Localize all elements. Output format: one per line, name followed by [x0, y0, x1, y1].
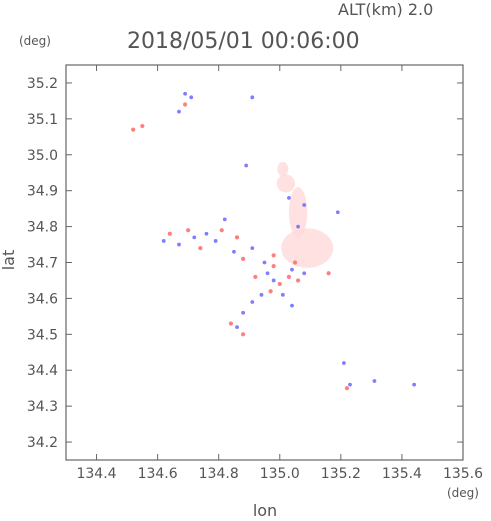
- data-point: [326, 271, 331, 276]
- data-point: [280, 292, 285, 297]
- weak-echo-region: [276, 174, 296, 193]
- data-point: [287, 195, 291, 200]
- data-point: [262, 260, 267, 265]
- data-point: [228, 321, 234, 326]
- data-point: [271, 253, 276, 258]
- data-point: [302, 271, 307, 276]
- data-point: [250, 300, 255, 304]
- data-point: [167, 231, 172, 236]
- x-tick-label: 134.6: [138, 466, 178, 482]
- y-tick-label: 34.6: [27, 291, 58, 307]
- data-point: [296, 224, 300, 229]
- data-point: [290, 303, 294, 308]
- data-point: [268, 289, 273, 294]
- x-axis-unit: (deg): [447, 486, 479, 500]
- x-tick-label: 135.6: [443, 466, 483, 482]
- data-point: [342, 361, 346, 365]
- weak-echo-region: [288, 187, 308, 238]
- data-point: [335, 210, 340, 215]
- y-tick-label: 34.4: [27, 363, 58, 379]
- data-point: [244, 163, 249, 168]
- weak-echo-region: [281, 228, 334, 268]
- data-point: [241, 256, 246, 262]
- x-tick-label: 134.8: [199, 466, 239, 482]
- data-point: [271, 278, 276, 283]
- data-point: [161, 239, 166, 243]
- data-point: [277, 281, 282, 287]
- data-point: [177, 109, 181, 114]
- data-point: [222, 217, 227, 222]
- data-point: [204, 231, 209, 236]
- y-tick-label: 34.8: [27, 220, 58, 236]
- y-tick-label: 34.7: [27, 256, 58, 272]
- data-point: [250, 95, 255, 100]
- y-tick-label: 34.9: [27, 184, 58, 200]
- data-point: [259, 292, 264, 297]
- data-point: [250, 246, 255, 251]
- chart-subtitle: ALT(km) 2.0: [338, 0, 433, 19]
- x-axis-label: lon: [253, 501, 277, 520]
- y-tick-label: 34.3: [27, 399, 58, 415]
- y-axis-unit: (deg): [19, 34, 51, 48]
- data-point: [186, 228, 191, 233]
- x-tick-label: 135.2: [321, 466, 361, 482]
- y-tick-label: 34.5: [27, 327, 58, 343]
- data-point: [412, 382, 417, 387]
- data-point: [177, 242, 181, 247]
- data-point: [290, 267, 294, 272]
- x-tick-label: 134.4: [76, 466, 116, 482]
- x-tick-label: 135.0: [260, 466, 300, 482]
- data-point: [140, 123, 145, 129]
- data-point: [295, 278, 301, 283]
- data-point: [219, 228, 224, 233]
- y-tick-label: 35.2: [27, 76, 58, 92]
- data-point: [271, 263, 276, 269]
- data-point: [198, 246, 203, 251]
- data-point: [183, 102, 188, 107]
- x-tick-label: 135.4: [382, 466, 422, 482]
- data-point: [232, 249, 236, 254]
- data-point: [234, 235, 240, 240]
- data-point: [213, 239, 218, 243]
- data-point: [192, 235, 197, 240]
- data-point: [183, 91, 188, 96]
- data-point: [131, 127, 136, 132]
- data-point: [344, 386, 350, 391]
- y-tick-label: 35.0: [27, 148, 58, 164]
- data-point: [253, 274, 258, 279]
- data-point: [302, 203, 307, 207]
- chart-title: 2018/05/01 00:06:00: [127, 29, 360, 54]
- data-point: [241, 332, 246, 337]
- weak-echo-region: [277, 161, 289, 177]
- data-point: [265, 271, 270, 276]
- y-tick-label: 34.2: [27, 435, 58, 451]
- data-point: [189, 95, 194, 100]
- y-tick-label: 35.1: [27, 112, 58, 128]
- y-axis-label: lat: [0, 250, 18, 271]
- data-point: [286, 274, 292, 279]
- data-point: [235, 325, 239, 330]
- data-point: [292, 260, 298, 265]
- data-point: [348, 382, 352, 387]
- data-point: [241, 310, 246, 315]
- data-point: [372, 379, 377, 383]
